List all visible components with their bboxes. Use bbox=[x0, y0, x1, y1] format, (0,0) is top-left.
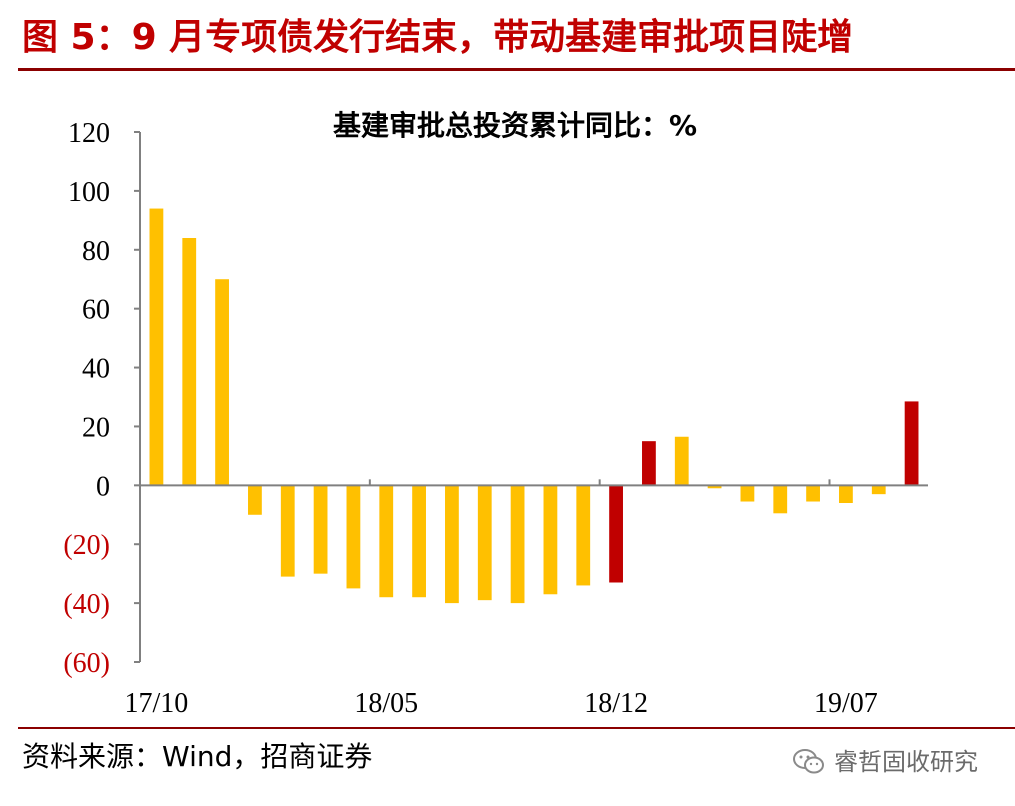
y-tick-label: 20 bbox=[82, 412, 110, 443]
axes bbox=[139, 132, 928, 662]
watermark-text: 睿哲固收研究 bbox=[834, 748, 978, 776]
y-axis-ticks: 120 100 80 60 40 20 0 (20) (40) (60) bbox=[63, 118, 140, 679]
y-tick-label: 100 bbox=[68, 177, 110, 208]
bar-18-06 bbox=[412, 485, 426, 598]
y-tick-label: 0 bbox=[96, 471, 110, 502]
bar-18-08 bbox=[477, 485, 492, 601]
y-tick-label: (60) bbox=[63, 648, 110, 679]
bar-18-10 bbox=[543, 485, 558, 595]
bar-19-04 bbox=[740, 485, 755, 502]
x-axis-ticks: 17/10 18/05 18/12 19/07 bbox=[125, 479, 878, 719]
bar-19-05 bbox=[773, 485, 788, 514]
y-tick-label: (20) bbox=[63, 530, 110, 561]
title-rule bbox=[18, 68, 1015, 71]
wechat-icon bbox=[793, 749, 824, 774]
y-tick-label: (40) bbox=[63, 589, 110, 620]
bar-19-09 bbox=[904, 401, 919, 486]
source-rule bbox=[18, 727, 1015, 729]
x-tick-label: 19/07 bbox=[814, 688, 878, 719]
bar-17-11 bbox=[182, 238, 197, 486]
bar-19-08 bbox=[871, 485, 886, 495]
bar-17-10 bbox=[149, 208, 164, 486]
x-tick-label: 18/12 bbox=[584, 688, 648, 719]
y-tick-label: 120 bbox=[68, 118, 110, 149]
bar-19-02 bbox=[674, 436, 689, 486]
source-note: 资料来源：Wind，招商证券 bbox=[22, 740, 373, 773]
bar-19-03 bbox=[707, 485, 722, 489]
bars bbox=[149, 208, 919, 604]
bar-19-06 bbox=[806, 485, 820, 502]
bar-19-07 bbox=[839, 485, 853, 503]
bar-17-12 bbox=[215, 279, 229, 486]
watermark: 睿哲固收研究 bbox=[792, 742, 978, 782]
bar-18-05 bbox=[379, 485, 394, 598]
bar-18-11 bbox=[576, 485, 591, 586]
figure-title: 图 5：9 月专项债发行结束，带动基建审批项目陡增 bbox=[22, 17, 854, 58]
bar-18-07 bbox=[445, 485, 459, 604]
bar-18-01 bbox=[248, 485, 262, 515]
bar-18-02 bbox=[280, 485, 295, 577]
bar-19-01 bbox=[642, 441, 656, 486]
y-tick-label: 60 bbox=[82, 295, 110, 326]
bar-18-03 bbox=[313, 485, 328, 574]
y-tick-label: 40 bbox=[82, 354, 110, 385]
bar-18-04 bbox=[346, 485, 361, 589]
x-tick-label: 17/10 bbox=[125, 688, 189, 719]
y-tick-label: 80 bbox=[82, 236, 110, 267]
chart-title: 基建审批总投资累计同比：% bbox=[333, 109, 697, 142]
bar-18-12 bbox=[609, 485, 623, 583]
bar-18-09 bbox=[510, 485, 525, 604]
x-tick-label: 18/05 bbox=[354, 688, 418, 719]
